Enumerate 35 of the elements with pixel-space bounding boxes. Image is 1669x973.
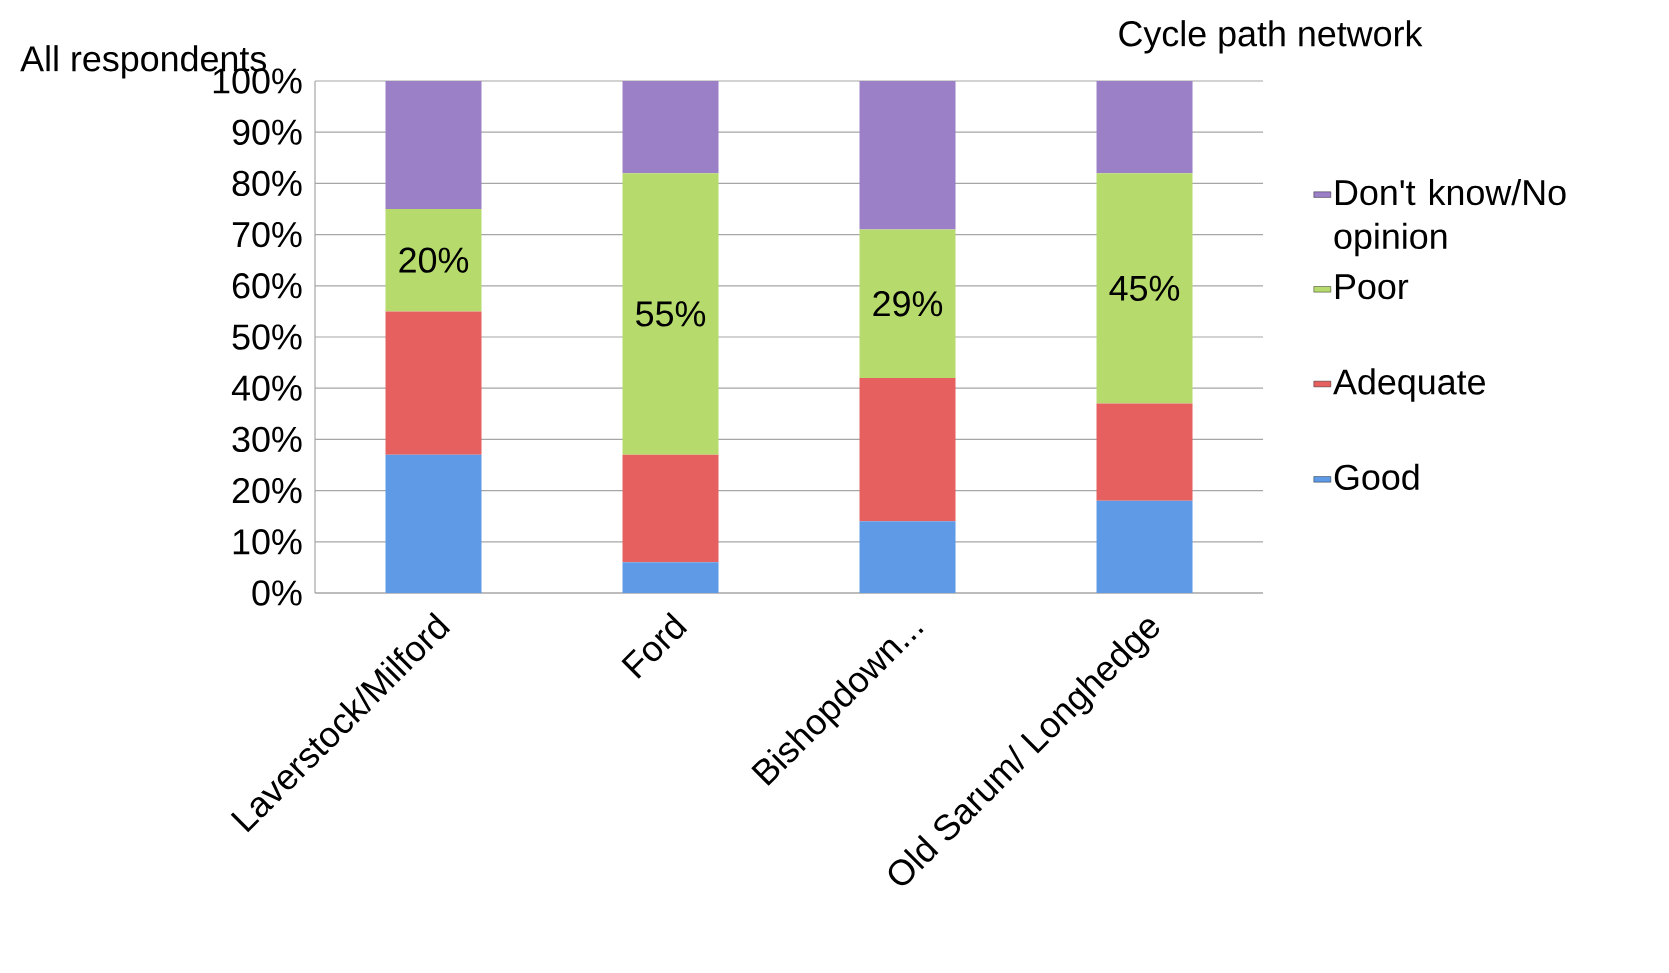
- y-tick-label: 10%: [233, 529, 302, 555]
- legend-label: Good: [1334, 463, 1419, 491]
- y-tick-label: 0%: [252, 580, 302, 606]
- y-tick-label: 70%: [232, 221, 302, 248]
- y-tick-label: 50%: [232, 324, 302, 350]
- bar: [622, 80, 719, 174]
- y-tick-label: 60%: [232, 273, 302, 299]
- bar: [1096, 500, 1193, 593]
- y-tick-label: 40%: [231, 375, 302, 401]
- y-tick-label: 20%: [232, 477, 302, 504]
- bar: [385, 454, 482, 593]
- legend-label: Poor: [1335, 274, 1409, 300]
- bar: [385, 311, 482, 455]
- bar: [859, 521, 956, 593]
- bar: [1096, 80, 1193, 174]
- bar: [859, 80, 956, 230]
- bar: [622, 562, 719, 593]
- bar: [385, 208, 482, 312]
- bar: [1096, 173, 1193, 404]
- bar: [1096, 403, 1193, 501]
- bar: [622, 173, 719, 455]
- bar: [859, 377, 956, 522]
- bar: [385, 80, 482, 209]
- y-tick-label: 90%: [232, 119, 302, 145]
- data-label: 20%: [399, 247, 469, 273]
- chart-title: Cycle path network: [1119, 20, 1423, 54]
- legend-label: Don't know/No opinion: [1334, 178, 1566, 257]
- bar: [622, 454, 719, 563]
- y-tick-label: 30%: [232, 426, 302, 453]
- bar: [859, 229, 956, 378]
- data-label: 55%: [636, 301, 706, 327]
- data-label: 29%: [873, 291, 943, 317]
- y-tick-label: 80%: [232, 170, 302, 197]
- legend-label: Adequate: [1333, 368, 1485, 402]
- data-label: 45%: [1109, 275, 1180, 301]
